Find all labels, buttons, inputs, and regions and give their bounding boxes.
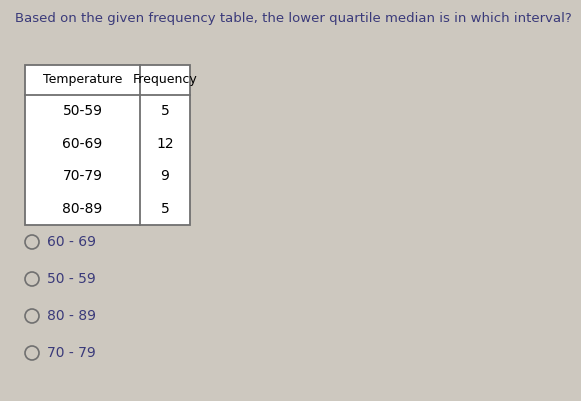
Text: 70 - 79: 70 - 79	[47, 346, 96, 360]
Text: 50 - 59: 50 - 59	[47, 272, 96, 286]
Text: Based on the given frequency table, the lower quartile median is in which interv: Based on the given frequency table, the …	[15, 12, 572, 25]
Text: 50-59: 50-59	[63, 104, 102, 118]
Text: 60 - 69: 60 - 69	[47, 235, 96, 249]
Text: 80 - 89: 80 - 89	[47, 309, 96, 323]
Text: 60-69: 60-69	[62, 137, 103, 151]
Text: 5: 5	[160, 104, 170, 118]
Text: Frequency: Frequency	[132, 73, 198, 87]
Text: 12: 12	[156, 137, 174, 151]
Text: Temperature: Temperature	[43, 73, 122, 87]
Text: 70-79: 70-79	[63, 169, 102, 183]
Text: 9: 9	[160, 169, 170, 183]
Text: 80-89: 80-89	[62, 202, 103, 216]
Text: 5: 5	[160, 202, 170, 216]
